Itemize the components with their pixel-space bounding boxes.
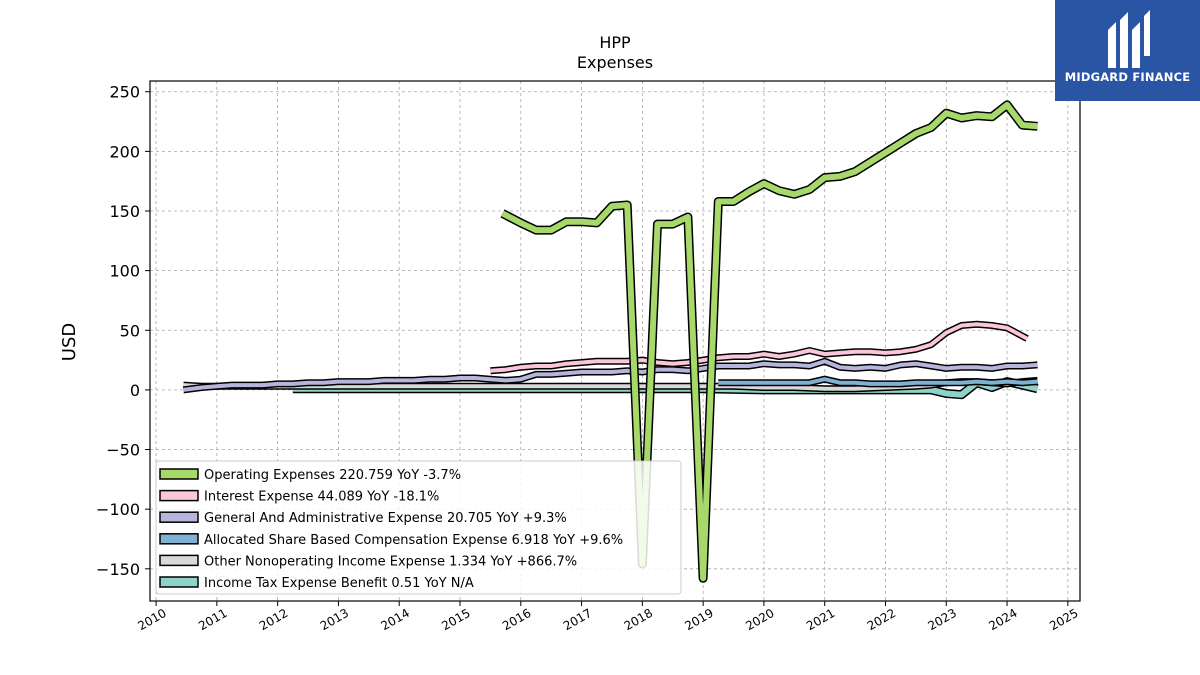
- legend-label: Income Tax Expense Benefit 0.51 YoY N/A: [204, 576, 474, 591]
- x-tick-label: 2018: [622, 606, 655, 633]
- series-layer: [182, 100, 1039, 583]
- x-tick-label: 2022: [865, 606, 898, 633]
- legend-item-2: General And Administrative Expense 20.70…: [159, 511, 567, 526]
- x-tick-label: 2012: [257, 606, 290, 633]
- legend-item-1: Interest Expense 44.089 YoY -18.1%: [159, 489, 439, 505]
- legend-item-5: Income Tax Expense Benefit 0.51 YoY N/A: [159, 576, 474, 591]
- legend-item-4: Other Nonoperating Income Expense 1.334 …: [159, 554, 577, 569]
- legend-label: Other Nonoperating Income Expense 1.334 …: [204, 554, 577, 569]
- midgard-finance-logo: MIDGARD FINANCE: [1055, 0, 1200, 101]
- y-tick-label: 100: [109, 262, 140, 281]
- legend-swatch: [159, 511, 199, 523]
- y-tick-label: −100: [96, 500, 140, 519]
- y-tick-label: 0: [130, 381, 140, 400]
- series-line-1: [490, 320, 1029, 375]
- y-tick-label: 200: [109, 142, 140, 161]
- legend-label: Operating Expenses 220.759 YoY -3.7%: [204, 468, 461, 483]
- x-tick-label: 2020: [743, 606, 776, 633]
- series-stroke: [490, 322, 1029, 373]
- plot-frame: [149, 80, 1081, 602]
- legend-swatch: [159, 576, 199, 588]
- chart-title: HPP: [599, 33, 631, 52]
- series-line-0: [500, 100, 1038, 583]
- x-tick-label: 2011: [196, 606, 229, 633]
- legend-swatch: [159, 554, 199, 567]
- legend-swatch: [159, 533, 199, 545]
- x-axis: 2010 2011 2012 2013 2014 2015 2016 2017 2018 2019…: [135, 601, 1081, 633]
- legend-item-0: Operating Expenses 220.759 YoY -3.7%: [159, 468, 461, 483]
- x-tick-label: 2019: [682, 606, 715, 633]
- series-line-2: [182, 357, 1038, 394]
- series-stroke: [718, 377, 1038, 386]
- y-tick-label: 150: [109, 202, 140, 221]
- legend-label: Allocated Share Based Compensation Expen…: [204, 533, 623, 548]
- midgard-logo-icon: [1108, 10, 1150, 68]
- y-tick-label: −50: [106, 441, 140, 460]
- legend-box: [155, 460, 682, 595]
- x-tick-label: 2016: [500, 606, 533, 633]
- x-tick-label: 2015: [439, 606, 472, 633]
- y-axis-label: USD: [59, 323, 80, 361]
- y-tick-label: 50: [120, 321, 140, 340]
- x-tick-label: 2025: [1047, 606, 1080, 633]
- x-tick-label: 2013: [318, 606, 351, 633]
- y-axis: 250 200 150 100 50 0 −50 −100 −150: [96, 83, 150, 579]
- y-tick-label: 250: [109, 83, 140, 102]
- x-tick-label: 2014: [378, 606, 411, 633]
- x-tick-label: 2024: [986, 606, 1019, 633]
- series-stroke: [501, 101, 1038, 582]
- legend-swatch: [159, 468, 199, 480]
- y-tick-label: −150: [96, 560, 140, 579]
- legend-label: General And Administrative Expense 20.70…: [204, 511, 567, 526]
- legend-label: Interest Expense 44.089 YoY -18.1%: [204, 490, 439, 505]
- brand-name: MIDGARD FINANCE: [1064, 70, 1191, 84]
- series-line-3: [718, 375, 1038, 388]
- legend-item-3: Allocated Share Based Compensation Expen…: [159, 533, 623, 548]
- legend-swatch: [159, 489, 199, 502]
- legend: Operating Expenses 220.759 YoY -3.7% Inte…: [155, 460, 682, 595]
- series-stroke: [183, 359, 1038, 392]
- x-tick-label: 2010: [135, 606, 168, 633]
- x-tick-label: 2021: [804, 606, 837, 633]
- x-tick-label: 2017: [561, 606, 594, 633]
- x-tick-label: 2023: [926, 606, 959, 633]
- chart-subtitle: Expenses: [577, 53, 653, 72]
